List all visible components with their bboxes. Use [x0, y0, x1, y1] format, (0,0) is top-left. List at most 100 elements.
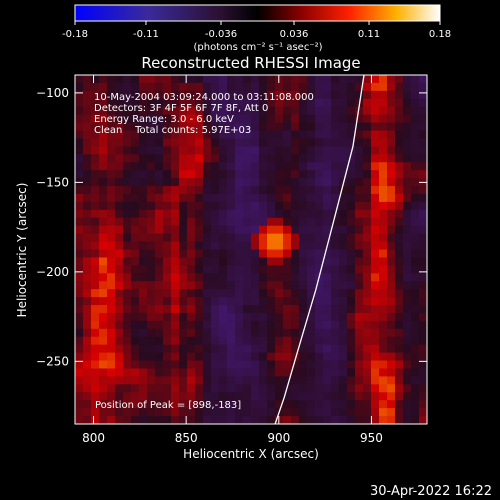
heatmap-cell [115, 400, 124, 409]
heatmap-cell [315, 360, 324, 369]
heatmap-cell [211, 241, 220, 250]
heatmap-cell [99, 257, 108, 266]
heatmap-cell [163, 281, 172, 290]
heatmap-cell [91, 289, 100, 298]
heatmap-cell [147, 138, 156, 147]
heatmap-cell [259, 376, 268, 385]
heatmap-cell [115, 312, 124, 322]
heatmap-cell [323, 90, 332, 100]
heatmap-cell [171, 106, 180, 116]
heatmap-cell [83, 186, 92, 195]
heatmap-cell [259, 328, 268, 338]
heatmap-cell [195, 209, 204, 219]
heatmap-cell [275, 146, 284, 155]
heatmap-cell [203, 154, 212, 163]
heatmap-cell [379, 416, 388, 424]
heatmap-cell [139, 146, 148, 155]
heatmap-cell [155, 225, 164, 235]
heatmap-cell [107, 328, 116, 338]
heatmap-cell [419, 416, 427, 424]
heatmap-cell [283, 82, 292, 92]
heatmap-cell [171, 193, 180, 203]
heatmap-cell [243, 328, 252, 338]
heatmap-cell [299, 257, 308, 266]
heatmap-cell [91, 273, 100, 282]
heatmap-cell [275, 138, 284, 147]
heatmap-cell [379, 305, 388, 314]
heatmap-cell [147, 241, 156, 250]
heatmap-cell [371, 233, 380, 243]
heatmap-cell [147, 154, 156, 163]
heatmap-cell [195, 344, 204, 354]
heatmap-cell [83, 297, 92, 306]
heatmap-cell [179, 305, 188, 314]
heatmap-cell [171, 384, 180, 393]
heatmap-cell [403, 193, 412, 203]
heatmap-cell [259, 320, 268, 330]
heatmap-cell [99, 178, 108, 187]
heatmap-cell [243, 209, 252, 219]
heatmap-cell [283, 146, 292, 155]
heatmap-cell [315, 193, 324, 203]
heatmap-cell [171, 209, 180, 219]
heatmap-cell [203, 90, 212, 100]
heatmap-cell [387, 376, 396, 385]
heatmap-cell [219, 384, 228, 393]
heatmap-cell [219, 90, 228, 100]
heatmap-cell [283, 209, 292, 219]
heatmap-cell [299, 146, 308, 155]
heatmap-cell [251, 154, 260, 163]
heatmap-cell [347, 312, 356, 322]
heatmap-cell [115, 360, 124, 369]
heatmap-cell [299, 312, 308, 322]
heatmap-cell [251, 193, 260, 203]
heatmap-cell [331, 257, 340, 266]
heatmap-cell [267, 114, 276, 124]
heatmap-cell [283, 344, 292, 354]
heatmap-cell [83, 344, 92, 354]
heatmap-cell [107, 376, 116, 385]
heatmap-cell [363, 186, 372, 195]
heatmap-cell [419, 170, 427, 179]
heatmap-cell [195, 130, 204, 139]
heatmap-cell [299, 249, 308, 258]
heatmap-cell [419, 360, 427, 369]
heatmap-cell [291, 170, 300, 179]
heatmap-cell [299, 114, 308, 124]
heatmap-cell [83, 249, 92, 258]
heatmap-cell [147, 225, 156, 235]
heatmap-cell [315, 98, 324, 108]
heatmap-cell [235, 360, 244, 369]
heatmap-cell [403, 328, 412, 338]
heatmap-cell [179, 352, 188, 362]
heatmap-cell [355, 130, 364, 139]
heatmap-cell [355, 225, 364, 235]
heatmap-cell [107, 241, 116, 250]
heatmap-cell [203, 352, 212, 362]
heatmap-cell [235, 75, 244, 84]
heatmap-cell [235, 352, 244, 362]
heatmap-cell [219, 273, 228, 282]
heatmap-cell [171, 241, 180, 250]
heatmap-cell [139, 416, 148, 424]
heatmap-cell [83, 416, 92, 424]
heatmap-cell [179, 122, 188, 132]
heatmap-cell [307, 305, 316, 314]
heatmap-cell [75, 400, 84, 409]
heatmap-cell [363, 249, 372, 258]
heatmap-cell [155, 217, 164, 227]
heatmap-cell [387, 162, 396, 171]
heatmap-cell [107, 289, 116, 298]
heatmap-cell [91, 75, 100, 84]
heatmap-cell [83, 217, 92, 227]
heatmap-cell [347, 416, 356, 424]
heatmap-cell [99, 193, 108, 203]
heatmap-cell [275, 360, 284, 369]
heatmap-cell [219, 249, 228, 258]
heatmap-cell [371, 320, 380, 330]
heatmap-cell [403, 336, 412, 346]
heatmap-cell [195, 360, 204, 369]
heatmap-cell [411, 233, 420, 243]
heatmap-cell [379, 130, 388, 139]
heatmap-cell [419, 130, 427, 139]
